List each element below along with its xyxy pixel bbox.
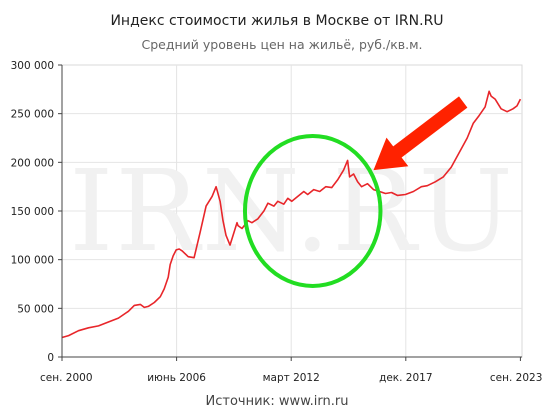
y-axis-ticks: 0 50 000 100 000 150 000 200 000 250 000 300 0… xyxy=(11,60,62,364)
highlight-ellipse xyxy=(242,134,383,288)
plot-area: IRN.RU xyxy=(61,64,523,358)
x-tick-label: июнь 2006 xyxy=(147,372,206,384)
x-tick-label: март 2012 xyxy=(263,372,320,384)
annotation-layer xyxy=(242,96,468,288)
source-credit: Источник: www.irn.ru xyxy=(206,394,349,409)
chart-subtitle: Средний уровень цен на жильё, руб./кв.м. xyxy=(142,37,423,52)
x-axis-ticks: сен. 2000 июнь 2006 март 2012 дек. 2017 сен.… xyxy=(40,357,542,384)
series-layer xyxy=(61,90,522,339)
x-tick-label: сен. 2000 xyxy=(40,372,93,384)
watermark: IRN.RU xyxy=(69,147,515,277)
y-tick-label: 200 000 xyxy=(11,157,54,169)
y-tick-label: 150 000 xyxy=(11,206,54,218)
pointer-arrow xyxy=(373,96,468,171)
y-tick-label: 250 000 xyxy=(11,109,54,121)
series-line xyxy=(61,90,522,339)
y-tick-label: 0 xyxy=(47,352,54,364)
y-tick-label: 100 000 xyxy=(11,255,54,267)
x-tick-label: сен. 2023 xyxy=(490,372,543,384)
y-tick-label: 300 000 xyxy=(11,60,54,72)
y-tick-label: 50 000 xyxy=(17,303,54,315)
chart-title: Индекс стоимости жилья в Москве от IRN.R… xyxy=(110,13,443,29)
x-tick-label: дек. 2017 xyxy=(379,372,432,384)
grid-lines xyxy=(62,65,522,357)
